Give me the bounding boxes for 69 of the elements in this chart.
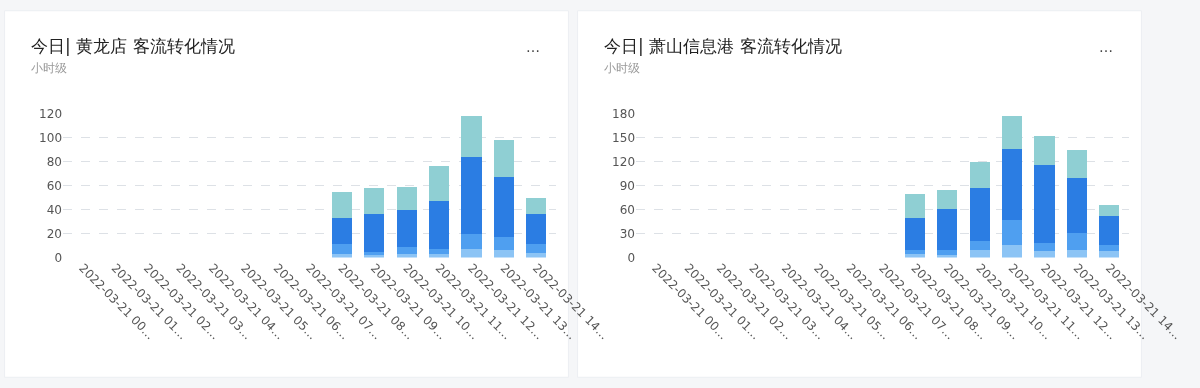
bar [1099,251,1120,258]
y-tick-label: 20 [46,226,63,241]
y-tick-label: 30 [619,226,636,241]
bar [331,217,352,245]
bar [937,189,958,209]
bar [1002,148,1023,220]
bar [969,240,990,251]
y-tick-label: 150 [612,130,636,145]
y-tick-label: 100 [39,130,63,145]
bar [429,249,450,254]
bar [937,208,958,251]
bar [1066,232,1087,251]
bar [1034,243,1055,252]
bar [461,233,482,250]
bar [396,186,417,210]
bar [493,177,514,238]
bar [1099,244,1120,252]
y-tick-label: 0 [54,250,63,265]
y-tick-label: 60 [619,202,636,217]
bar [493,237,514,251]
bar [1099,215,1120,245]
bar [493,250,514,258]
bar [1034,251,1055,258]
bar [331,191,352,218]
bar [526,244,547,253]
y-tick-label: 60 [46,178,63,193]
chart-subtitle: 小时级 [31,61,67,75]
bar [1002,115,1023,149]
bar [969,161,990,188]
bar [1066,250,1087,258]
bar [937,250,958,256]
bar [904,250,925,255]
bar [396,209,417,247]
bar [461,115,482,157]
bar [1099,204,1120,216]
text: … [1099,39,1113,55]
y-tick-label: 80 [46,154,63,169]
bar [904,254,925,258]
bar [969,250,990,258]
bar [1066,178,1087,233]
y-tick-label: 120 [612,154,636,169]
chart-title: 今日| 黄龙店 客流转化情况 [31,36,235,56]
y-tick-label: 90 [619,178,636,193]
bar [1066,150,1087,179]
chart-subtitle: 小时级 [604,61,640,75]
bar [1002,244,1023,258]
text: … [526,39,540,55]
bar [429,166,450,202]
bar [364,214,385,252]
bar [1034,164,1055,244]
bar [1002,219,1023,245]
chart-title: 今日| 萧山信息港 客流转化情况 [604,36,842,56]
y-tick-label: 180 [612,106,636,121]
y-tick-label: 120 [39,106,63,121]
bar [461,249,482,258]
bar [364,187,385,215]
bar [904,218,925,251]
bar [526,214,547,245]
bar [331,244,352,254]
bar [969,187,990,241]
bar [904,193,925,219]
bar [526,197,547,215]
y-tick-label: 0 [627,250,636,265]
bar [493,139,514,178]
y-tick-label: 40 [46,202,63,217]
bar [461,156,482,234]
bar [429,201,450,250]
bar [396,246,417,254]
bar [1034,135,1055,165]
